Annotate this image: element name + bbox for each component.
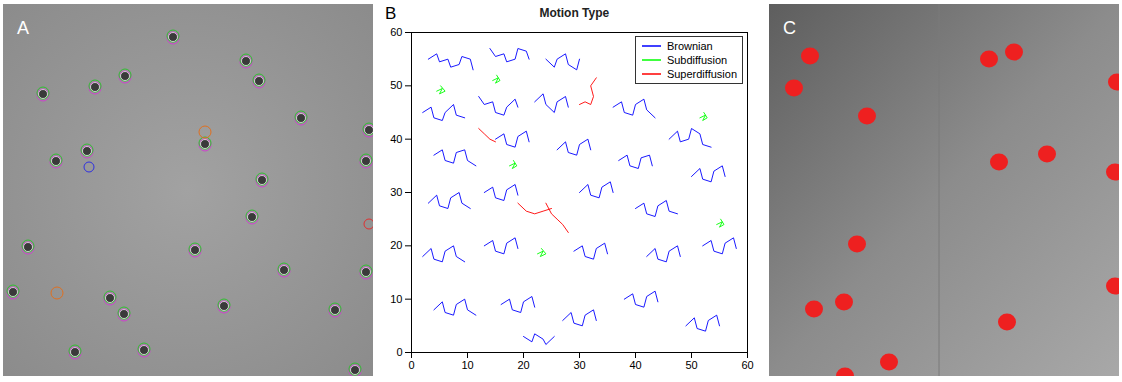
svg-text:30: 30 (390, 186, 402, 198)
svg-text:20: 20 (390, 239, 402, 251)
svg-text:60: 60 (741, 359, 753, 371)
svg-text:10: 10 (390, 293, 402, 305)
svg-text:A: A (17, 18, 29, 38)
svg-text:30: 30 (573, 359, 585, 371)
svg-text:40: 40 (390, 133, 402, 145)
html-text:B: B (385, 4, 397, 23)
html-text:Superdiffusion: Superdiffusion (666, 68, 737, 80)
html-text:Brownian: Brownian (666, 40, 713, 52)
svg-text:60: 60 (390, 26, 402, 38)
svg-text:50: 50 (390, 79, 402, 91)
svg-text:0: 0 (396, 346, 402, 358)
svg-text:20: 20 (517, 359, 529, 371)
svg-text:C: C (783, 18, 796, 38)
svg-text:40: 40 (629, 359, 641, 371)
html-text:Motion Type: Motion Type (539, 6, 610, 20)
html-text:Subdiffusion: Subdiffusion (666, 54, 728, 66)
svg-text:10: 10 (461, 359, 473, 371)
svg-text:0: 0 (408, 359, 414, 371)
svg-text:50: 50 (685, 359, 697, 371)
